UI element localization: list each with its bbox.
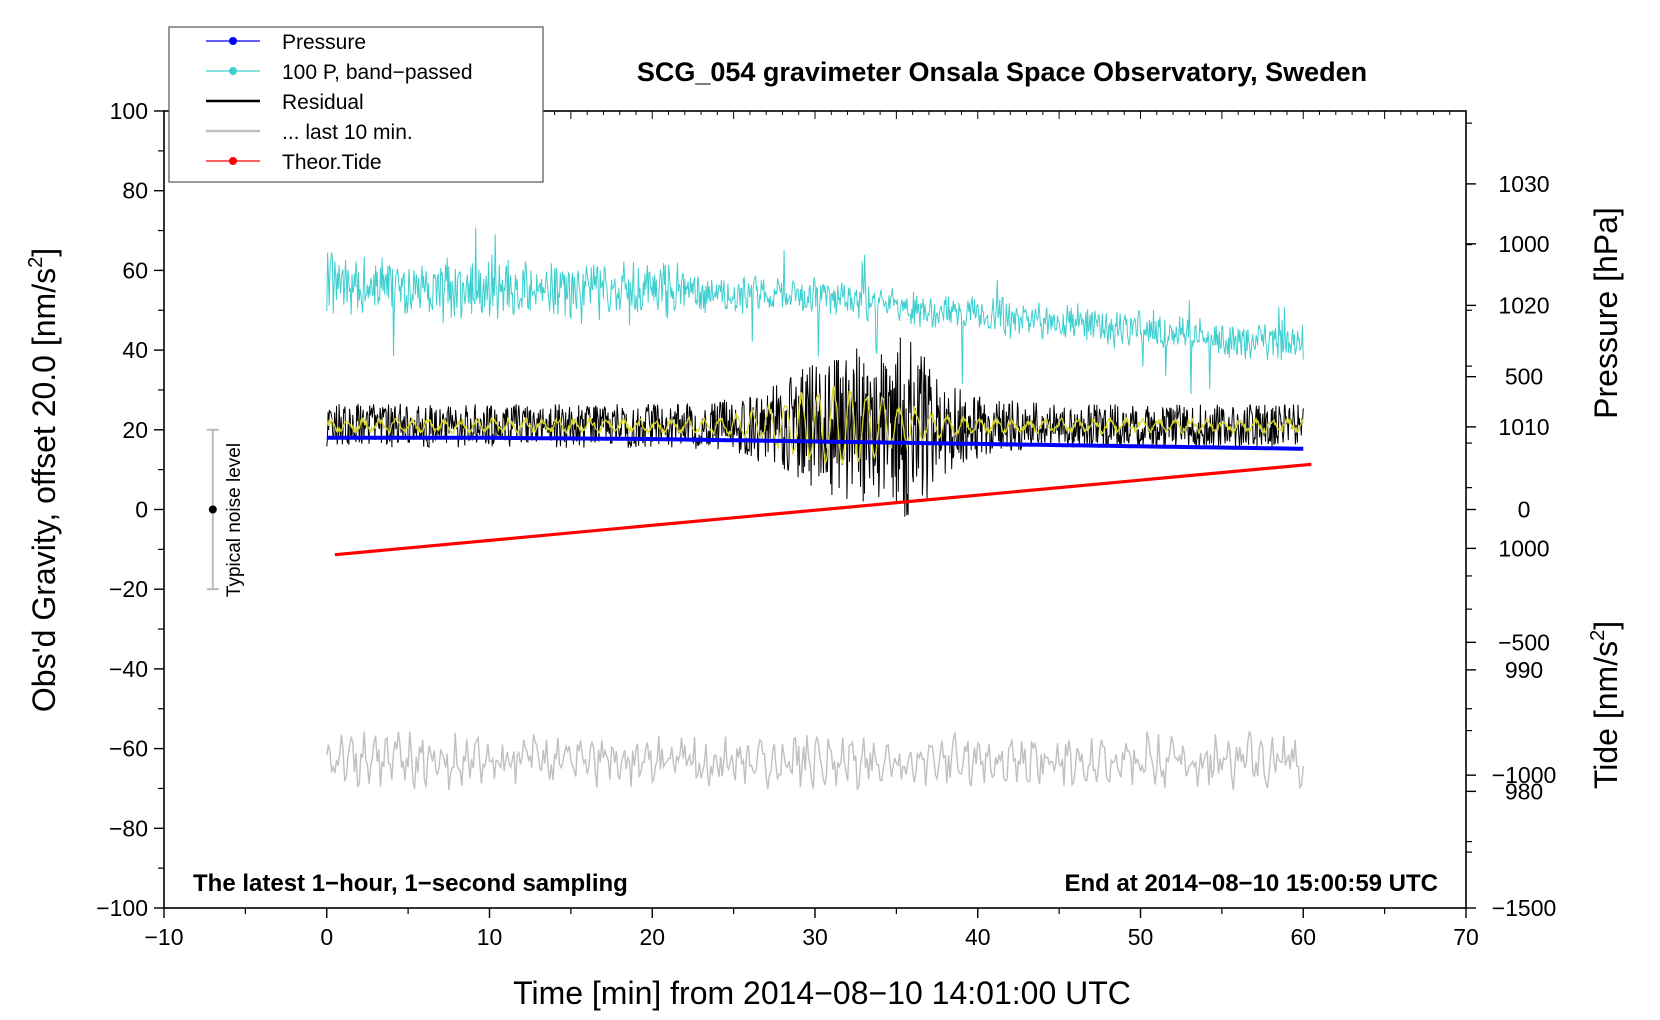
y-tick-label: −80 xyxy=(109,815,148,841)
y-axis-title-tide-main: Tide [nm/s xyxy=(1588,641,1624,789)
x-tick-label: 30 xyxy=(802,924,828,950)
theoretical-tide-line xyxy=(334,462,1312,557)
y-tick-label: −20 xyxy=(109,576,148,602)
legend-swatch-dot xyxy=(229,157,237,165)
y-axis-title-gravity-close: ] xyxy=(26,248,62,257)
noise-bar-center-dot xyxy=(208,505,217,514)
pressure-tick-label: 1010 xyxy=(1498,414,1549,440)
chart-title: SCG_054 gravimeter Onsala Space Observat… xyxy=(637,57,1367,87)
legend-swatch-dot xyxy=(229,37,237,45)
x-tick-label: 20 xyxy=(639,924,665,950)
y-axis-title-tide-sup: 2 xyxy=(1587,630,1609,641)
y-tick-label: 20 xyxy=(122,417,148,443)
legend-label-bandpassed: 100 P, band−passed xyxy=(282,61,473,84)
pressure-tick-label: 1020 xyxy=(1498,292,1549,318)
legend-label-last10: ... last 10 min. xyxy=(282,121,413,144)
y-tick-label: 100 xyxy=(110,98,148,124)
y-axis-title-gravity-main: Obs'd Gravity, offset 20.0 [nm/s xyxy=(26,268,62,712)
residual-line xyxy=(326,337,1304,517)
pressure-tick-label: 990 xyxy=(1505,657,1543,683)
legend-box xyxy=(168,26,544,183)
legend-label-residual: Residual xyxy=(282,91,364,114)
y-tick-label: 40 xyxy=(122,337,148,363)
pressure-tick-label: 1000 xyxy=(1498,535,1549,561)
pressure-tick-label: 980 xyxy=(1505,778,1543,804)
series-layer xyxy=(206,227,1312,791)
last-10-min-line xyxy=(326,730,1304,791)
y-axis-title-tide: Tide [nm/s2] xyxy=(1587,621,1624,789)
legend-label-tide: Theor.Tide xyxy=(282,151,382,174)
x-tick-label: 10 xyxy=(477,924,503,950)
y-tick-label: −100 xyxy=(96,895,148,921)
note-end-time: End at 2014−08−10 15:00:59 UTC xyxy=(1064,870,1438,897)
y-axis-title-tide-close: ] xyxy=(1588,621,1624,630)
note-latest-hour: The latest 1−hour, 1−second sampling xyxy=(193,870,628,897)
filtered-residual-line xyxy=(326,383,1304,465)
tide-tick-label: 500 xyxy=(1505,364,1543,390)
y-axis-title-gravity-sup: 2 xyxy=(25,257,47,268)
tide-tick-label: 0 xyxy=(1518,497,1531,523)
y-axis-title-pressure: Pressure [hPa] xyxy=(1588,207,1624,419)
pressure-tick-label: 1030 xyxy=(1498,171,1549,197)
y-tick-label: −40 xyxy=(109,656,148,682)
x-tick-label: 40 xyxy=(965,924,991,950)
legend: Pressure 100 P, band−passed Residual ...… xyxy=(168,26,544,183)
x-tick-label: 60 xyxy=(1290,924,1316,950)
x-tick-label: 0 xyxy=(320,924,333,950)
noise-level-label: Typical noise level xyxy=(224,443,245,597)
legend-label-pressure: Pressure xyxy=(282,31,366,54)
y-tick-label: −60 xyxy=(109,736,148,762)
tide-tick-label: 1000 xyxy=(1498,231,1549,257)
x-tick-label: 50 xyxy=(1128,924,1154,950)
legend-swatch-dot xyxy=(229,67,237,75)
x-tick-label: −10 xyxy=(144,924,183,950)
tide-tick-label: −1500 xyxy=(1492,895,1557,921)
tide-tick-label: −1000 xyxy=(1492,762,1557,788)
pressure-line xyxy=(326,435,1304,451)
x-axis-title: Time [min] from 2014−08−10 14:01:00 UTC xyxy=(513,975,1131,1011)
x-tick-label: 70 xyxy=(1453,924,1479,950)
y-tick-label: 60 xyxy=(122,257,148,283)
axes-layer: −10 0 10 20 30 40 50 60 70−100−80−60−40−20020406… xyxy=(96,98,1556,950)
y-tick-label: 80 xyxy=(122,178,148,204)
tide-tick-label: −500 xyxy=(1498,629,1550,655)
bandpassed-pressure-line xyxy=(326,227,1304,395)
y-tick-label: 0 xyxy=(135,497,148,523)
y-axis-title-gravity: Obs'd Gravity, offset 20.0 [nm/s2] xyxy=(25,248,62,712)
